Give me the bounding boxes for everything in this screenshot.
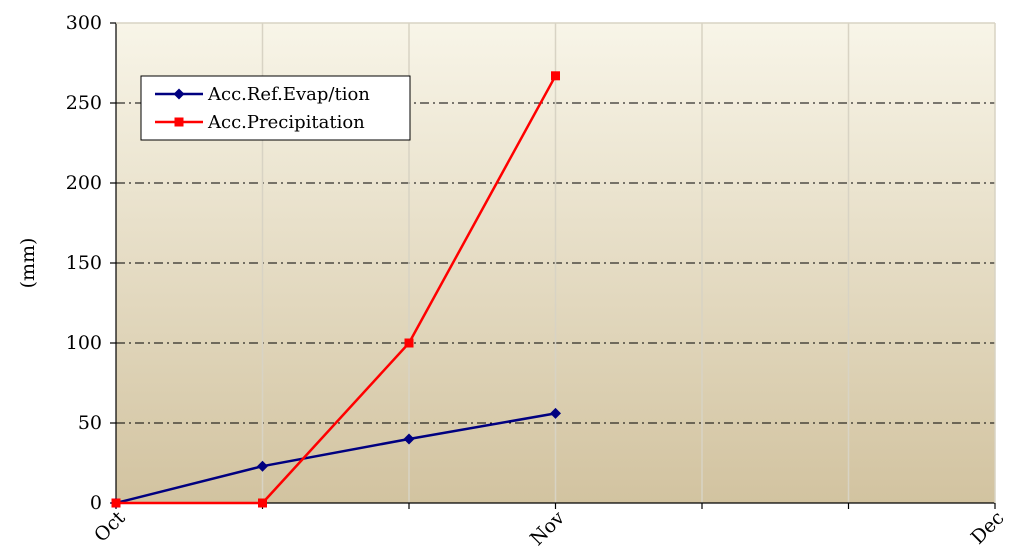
square-marker [111,498,121,508]
legend-entry: Acc.Ref.Evap/tion [207,84,370,105]
diamond-marker [173,88,185,100]
square-marker [404,338,414,348]
y-tick-label: 250 [66,92,102,114]
square-marker [174,117,184,127]
y-tick-label: 0 [90,492,102,514]
series-2 [111,71,560,508]
diamond-marker [403,433,415,445]
y-tick-label: 300 [66,12,102,34]
x-tick-label: Dec [967,507,1009,549]
legend-entry: Acc.Precipitation [207,112,365,133]
square-marker [551,71,560,81]
diamond-marker [550,407,561,419]
y-axis-title: (mm) [17,238,39,289]
y-tick-label: 50 [78,412,102,434]
diamond-marker [257,460,268,472]
series-line [116,75,557,505]
y-tick-label: 200 [66,172,102,194]
series-layer [110,71,561,509]
gridlines [116,23,995,503]
y-tick-label: 150 [66,252,102,274]
legend-box [140,75,411,141]
legend: Acc.Ref.Evap/tion Acc.Precipitation [140,75,411,141]
y-tick-label: 100 [66,332,102,354]
square-marker [258,498,267,508]
series-line [115,412,556,505]
x-tick-label: Nov [526,507,569,550]
